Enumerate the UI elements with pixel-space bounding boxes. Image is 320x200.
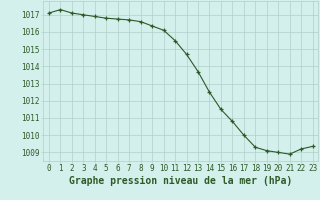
X-axis label: Graphe pression niveau de la mer (hPa): Graphe pression niveau de la mer (hPa) [69,176,292,186]
